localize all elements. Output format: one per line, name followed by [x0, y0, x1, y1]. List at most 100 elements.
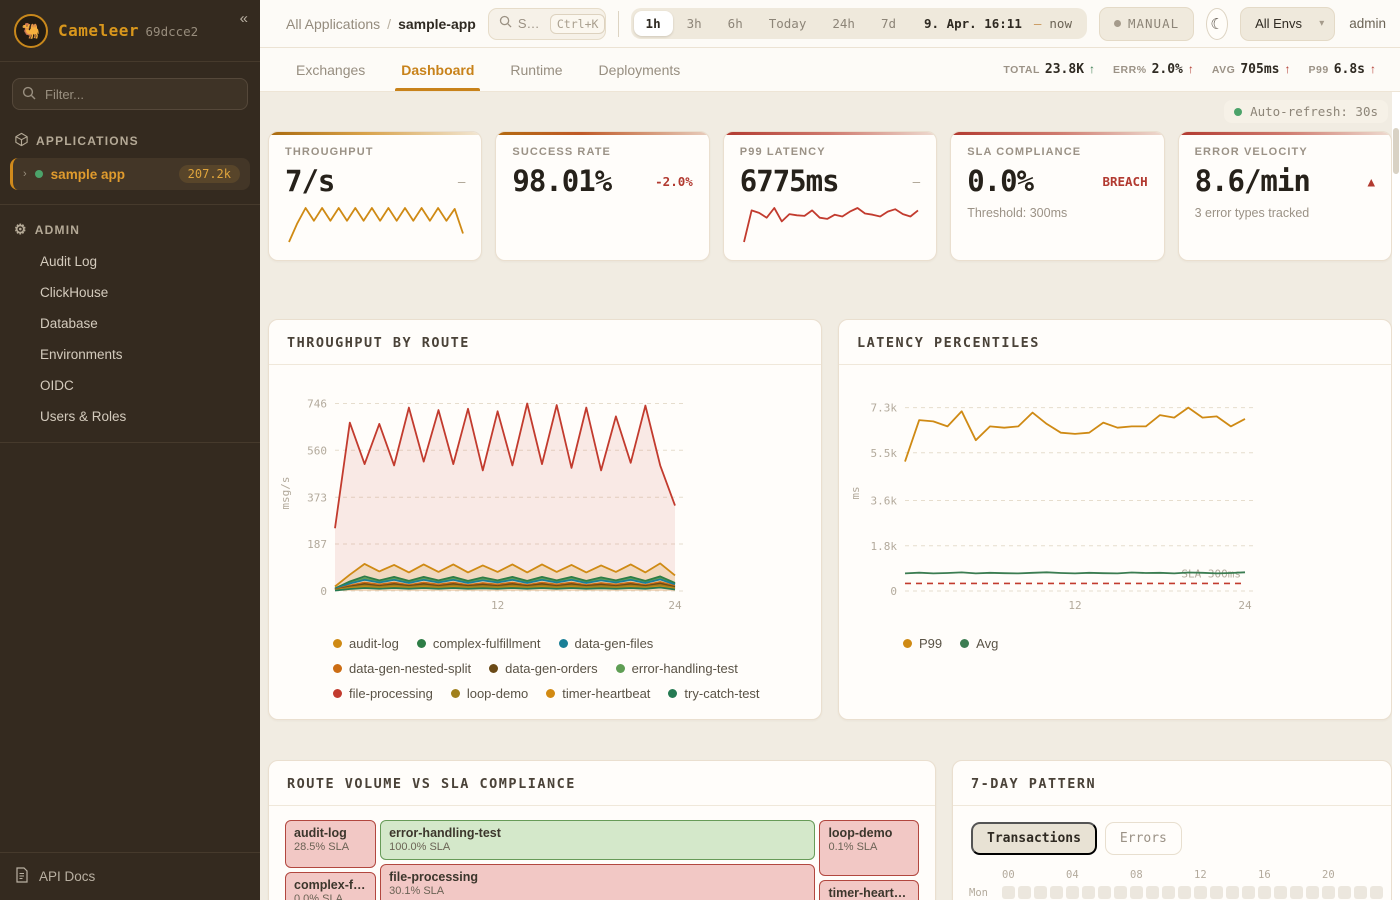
legend-item-error-handling-test[interactable]: error-handling-test: [615, 661, 738, 676]
heatmap-cell[interactable]: [1242, 886, 1255, 899]
user-label[interactable]: admin: [1349, 16, 1387, 31]
legend-item-timer-heartbeat[interactable]: timer-heartbeat: [546, 686, 650, 701]
heatmap-cell[interactable]: [1210, 886, 1223, 899]
time-range-24h[interactable]: 24h: [832, 16, 855, 31]
heatmap-hour-label: [1098, 869, 1111, 883]
time-to-value[interactable]: now: [1049, 16, 1072, 31]
heatmap-cell[interactable]: [1082, 886, 1095, 899]
sidebar-collapse-icon[interactable]: «: [239, 10, 248, 27]
breadcrumb-root[interactable]: All Applications: [286, 15, 381, 32]
tab-dashboard[interactable]: Dashboard: [395, 48, 481, 91]
time-from-value[interactable]: 9. Apr. 16:11: [924, 16, 1022, 31]
heatmap-cell[interactable]: [1098, 886, 1111, 899]
scrollbar-track[interactable]: [1392, 92, 1400, 900]
legend-item-complex-fulfillment[interactable]: complex-fulfillment: [416, 636, 541, 651]
env-select[interactable]: All Envs ▾: [1240, 6, 1336, 41]
sidebar-item-oidc[interactable]: OIDC: [40, 378, 74, 393]
tab-runtime[interactable]: Runtime: [510, 61, 563, 78]
heatmap-cell[interactable]: [1226, 886, 1239, 899]
legend-label: Avg: [976, 636, 999, 651]
heatmap-cell[interactable]: [1178, 886, 1191, 899]
heatmap-cell[interactable]: [1354, 886, 1367, 899]
tab-exchanges[interactable]: Exchanges: [296, 61, 366, 78]
legend-item-data-gen-files[interactable]: data-gen-files: [558, 636, 654, 651]
heatmap-cell[interactable]: [1290, 886, 1303, 899]
toggle-transactions[interactable]: Transactions: [971, 822, 1097, 855]
legend-dot-icon: [558, 639, 568, 648]
sidebar-item-database[interactable]: Database: [40, 316, 98, 331]
svg-text:0: 0: [320, 585, 327, 598]
legend-item-file-processing[interactable]: file-processing: [333, 686, 433, 701]
kpi-value: 7/s: [285, 164, 335, 198]
chevron-right-icon[interactable]: ›: [23, 168, 27, 180]
heatmap-cell[interactable]: [1162, 886, 1175, 899]
treemap-cell-timer-heartbeat[interactable]: timer-heartbeat30.6% SLA: [819, 879, 919, 900]
legend-dot-icon: [615, 664, 625, 673]
treemap-cell-error-handling-test[interactable]: error-handling-test 100.0% SLA: [380, 820, 816, 861]
heatmap-cell[interactable]: [1274, 886, 1287, 899]
treemap-cell-audit-log[interactable]: audit-log 28.5% SLA: [285, 820, 376, 869]
legend-item-data-gen-orders[interactable]: data-gen-orders: [489, 661, 598, 676]
status-dot: [34, 170, 43, 178]
heatmap-cell[interactable]: [1002, 886, 1015, 899]
legend-item-try-catch-test[interactable]: try-catch-test: [668, 686, 760, 701]
legend-item-audit-log[interactable]: audit-log: [333, 636, 399, 651]
time-range-6h[interactable]: 6h: [727, 16, 743, 31]
time-range-today[interactable]: Today: [768, 16, 807, 31]
tab-deployments[interactable]: Deployments: [598, 61, 681, 78]
heatmap-cell[interactable]: [1194, 886, 1207, 899]
heatmap-cell[interactable]: [1018, 886, 1031, 899]
legend-label: file-processing: [349, 686, 433, 701]
treemap-cell-loop-demo[interactable]: loop-demo 0.1% SLA: [819, 820, 919, 877]
heatmap-cell[interactable]: [1034, 886, 1047, 899]
treemap-cell-file-processing[interactable]: file-processing 30.1% SLA: [380, 863, 816, 900]
heatmap-hour-label: [1290, 869, 1303, 883]
treemap-cell-complex-fulfil[interactable]: complex-fulfil…0.0% SLA: [285, 871, 376, 900]
heatmap-cell[interactable]: [1050, 886, 1063, 899]
time-range-group: 1h 3h 6h Today 24h 7d 9. Apr. 16:11 — now: [630, 8, 1087, 39]
heatmap-cell[interactable]: [1306, 886, 1319, 899]
legend-label: loop-demo: [466, 686, 529, 701]
scrollbar-thumb[interactable]: [1393, 128, 1399, 174]
global-search[interactable]: Ctrl+K: [487, 7, 606, 40]
heatmap-hour-label: [1306, 869, 1319, 883]
time-range-3h[interactable]: 3h: [686, 16, 702, 31]
legend-label: data-gen-files: [574, 636, 654, 651]
heatmap-hour-label: [1034, 869, 1047, 883]
svg-text:0: 0: [890, 585, 897, 598]
heatmap-cell[interactable]: [1146, 886, 1159, 899]
filter-input[interactable]: [12, 78, 248, 110]
legend-item-P99[interactable]: P99: [903, 636, 942, 651]
manual-refresh-button[interactable]: MANUAL: [1098, 6, 1195, 41]
heatmap-cell[interactable]: [1130, 886, 1143, 899]
heatmap-cell[interactable]: [1066, 886, 1079, 899]
heatmap-cell[interactable]: [1338, 886, 1351, 899]
breadcrumb: All Applications / sample-app: [286, 15, 476, 32]
heatmap-cell[interactable]: [1370, 886, 1383, 899]
search-input[interactable]: [517, 16, 544, 31]
trend-arrow-icon: ↑: [1187, 62, 1194, 76]
sidebar-item-sample-app[interactable]: › sample app 207.2k: [10, 158, 250, 190]
time-range-1h[interactable]: 1h: [633, 11, 673, 36]
legend-item-Avg[interactable]: Avg: [960, 636, 998, 651]
sidebar-item-users-roles[interactable]: Users & Roles: [40, 409, 127, 424]
toggle-errors[interactable]: Errors: [1104, 822, 1182, 855]
sidebar-item-environments[interactable]: Environments: [40, 347, 123, 362]
topbar: All Applications / sample-app Ctrl+K 1h 3…: [260, 0, 1400, 48]
kpi-accent-bar: [723, 132, 937, 135]
tabs-row: Exchanges Dashboard Runtime Deployments TOT…: [260, 48, 1400, 92]
heatmap-cell[interactable]: [1322, 886, 1335, 899]
stat-value: 2.0%: [1151, 62, 1183, 77]
heatmap-hour-label: 00: [1002, 869, 1015, 881]
sidebar-item-audit-log[interactable]: Audit Log: [40, 254, 98, 269]
sidebar-item-api-docs[interactable]: API Docs: [0, 852, 260, 900]
time-range-7d[interactable]: 7d: [880, 16, 897, 31]
heatmap-cell[interactable]: [1258, 886, 1271, 899]
divider: [617, 10, 619, 37]
heatmap-cell[interactable]: [1114, 886, 1127, 899]
kpi-value-row: 0.0% BREACH: [967, 164, 1147, 198]
legend-item-loop-demo[interactable]: loop-demo: [450, 686, 529, 701]
sidebar-item-clickhouse[interactable]: ClickHouse: [40, 285, 109, 300]
theme-toggle-button[interactable]: ☾: [1206, 7, 1229, 40]
legend-item-data-gen-nested-split[interactable]: data-gen-nested-split: [333, 661, 471, 676]
